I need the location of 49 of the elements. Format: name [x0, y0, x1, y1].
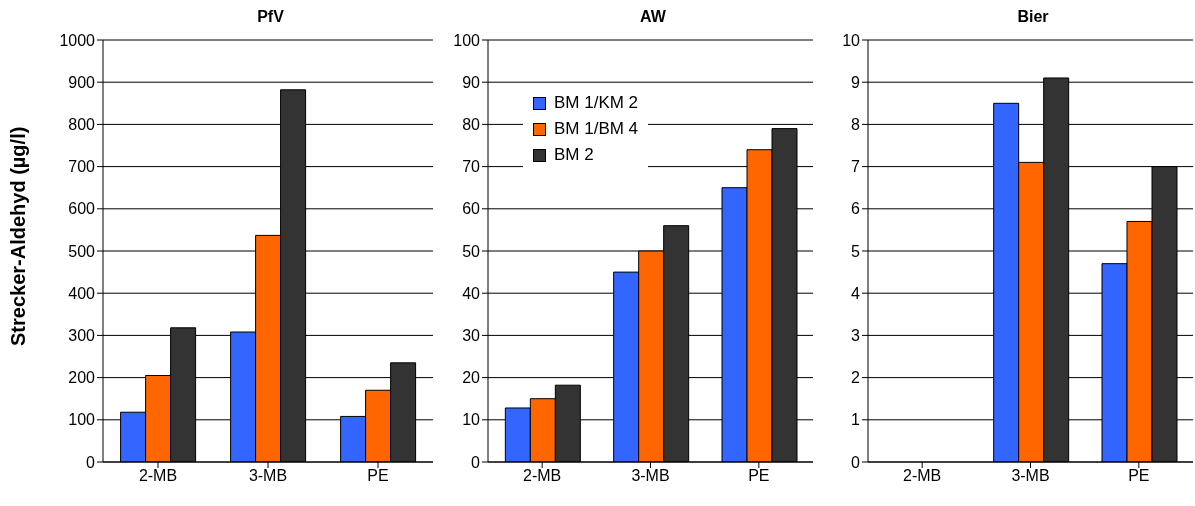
- y-tick-label: 0: [86, 453, 96, 471]
- x-tick-label: 2-MB: [138, 467, 178, 485]
- y-tick-label: 0: [471, 453, 481, 471]
- y-tick-label: 8: [851, 116, 861, 134]
- y-tick-label: 30: [462, 327, 481, 345]
- x-tick-label: PE: [748, 467, 770, 485]
- chart-title: AW: [639, 8, 667, 27]
- y-tick-label: 70: [462, 158, 481, 176]
- y-tick-label: 1000: [59, 31, 96, 49]
- y-tick-label: 100: [453, 31, 481, 49]
- chart-title: PfV: [256, 8, 285, 27]
- x-tick-label: 3-MB: [1011, 467, 1050, 485]
- y-tick-label: 700: [68, 158, 96, 176]
- y-tick-label: 7: [851, 158, 861, 176]
- y-axis-title: Strecker-Aldehyd (µg/l): [7, 126, 30, 346]
- x-tick-label: 2-MB: [903, 467, 942, 485]
- x-tick-label: PE: [1128, 467, 1150, 485]
- legend-label: BM 1/BM 4: [554, 118, 639, 140]
- legend-label: BM 1/KM 2: [554, 92, 639, 114]
- y-tick-label: 60: [462, 200, 481, 218]
- y-tick-label: 2: [851, 369, 861, 387]
- y-tick-label: 900: [68, 73, 96, 91]
- y-tick-label: 4: [851, 284, 861, 302]
- x-tick-label: 2-MB: [523, 467, 562, 485]
- chart-title: Bier: [1016, 8, 1050, 27]
- y-tick-label: 20: [462, 369, 481, 387]
- y-tick-label: 500: [68, 242, 96, 260]
- x-tick-label: 3-MB: [631, 467, 670, 485]
- y-tick-label: 0: [851, 453, 861, 471]
- y-tick-label: 100: [68, 411, 96, 429]
- y-tick-label: 6: [851, 200, 861, 218]
- y-tick-label: 400: [68, 284, 96, 302]
- y-tick-label: 200: [68, 369, 96, 387]
- y-tick-label: 3: [851, 327, 861, 345]
- x-tick-label: PE: [367, 467, 389, 485]
- y-tick-label: 80: [462, 116, 481, 134]
- y-tick-label: 9: [851, 73, 861, 91]
- y-tick-label: 40: [462, 284, 481, 302]
- y-tick-label: 50: [462, 242, 481, 260]
- y-tick-label: 800: [68, 116, 96, 134]
- x-tick-label: 3-MB: [248, 467, 288, 485]
- y-tick-label: 90: [462, 73, 481, 91]
- y-tick-label: 10: [842, 31, 861, 49]
- y-tick-label: 600: [68, 200, 96, 218]
- legend-label: BM 2: [554, 144, 594, 166]
- y-tick-label: 1: [851, 411, 861, 429]
- y-tick-label: 300: [68, 327, 96, 345]
- y-tick-label: 5: [851, 242, 861, 260]
- y-tick-label: 10: [462, 411, 481, 429]
